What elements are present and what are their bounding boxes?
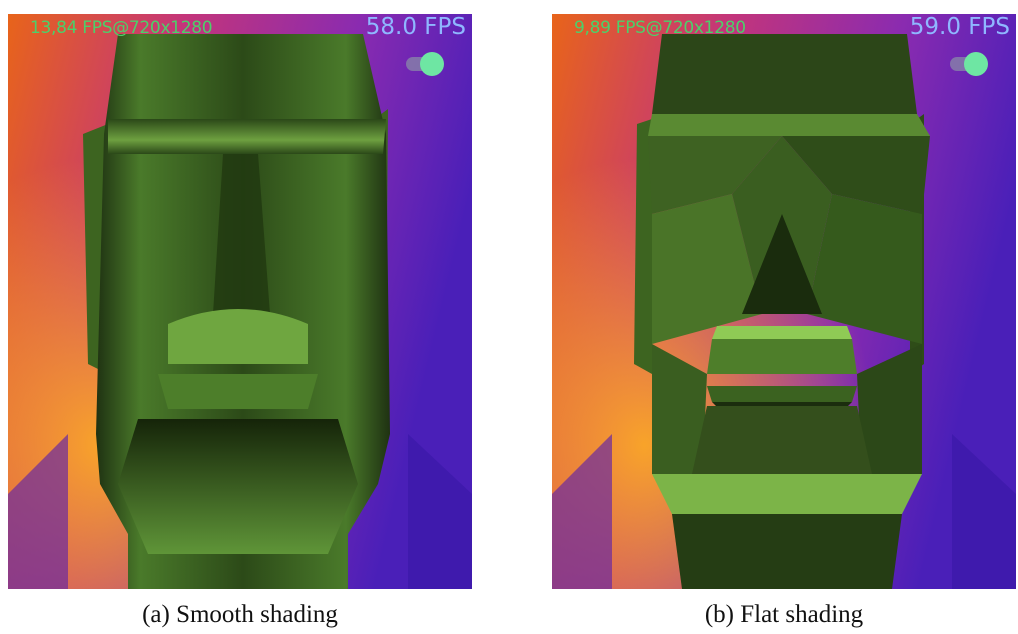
screenshot-panel-flat: 9,89 FPS@720x1280 59.0 FPS [552,14,1016,589]
render-stats-text: 9,89 FPS@720x1280 [574,18,746,38]
toggle-switch-icon [420,52,444,76]
caption-smooth: (a) Smooth shading [142,601,338,628]
fps-counter: 59.0 FPS [909,14,1010,40]
moai-smooth-render [8,14,472,589]
fps-counter: 58.0 FPS [365,14,466,40]
render-stats-text: 13,84 FPS@720x1280 [30,18,213,38]
shading-toggle[interactable] [950,52,988,76]
screenshot-panel-smooth: 13,84 FPS@720x1280 58.0 FPS [8,14,472,589]
toggle-switch-icon [964,52,988,76]
moai-flat-render [552,14,1016,589]
shading-toggle[interactable] [406,52,444,76]
caption-flat: (b) Flat shading [704,601,864,628]
